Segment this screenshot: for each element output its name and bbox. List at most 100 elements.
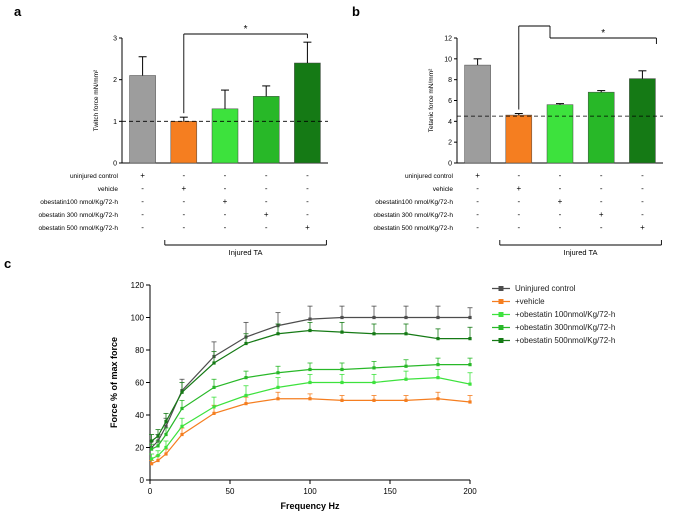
treatment-sign: - bbox=[141, 197, 144, 206]
treatment-sign: - bbox=[641, 171, 644, 180]
series-marker bbox=[404, 315, 408, 320]
force-frequency-line-chart: 0 20 40 60 80 100 120 0 50 100 150 200 Frequency Hz F… bbox=[109, 281, 477, 511]
legend: Uninjured control +vehicle +obestatin 100n… bbox=[492, 284, 615, 345]
treatment-sign: - bbox=[141, 184, 144, 193]
series-marker bbox=[164, 452, 168, 456]
treatment-row-label: obestatin100 nmol/Kg/72-h bbox=[40, 199, 118, 206]
treatment-sign: - bbox=[600, 184, 603, 193]
series-marker bbox=[372, 398, 376, 402]
y-tick-label: 2 bbox=[448, 140, 452, 147]
legend-marker-icon bbox=[492, 299, 510, 304]
series-marker bbox=[308, 380, 312, 385]
legend-item: +obestatin 500nmol/Kg/72-h bbox=[492, 336, 615, 345]
treatment-sign: + bbox=[305, 223, 310, 232]
series-line bbox=[151, 364, 470, 450]
series-marker bbox=[180, 432, 184, 437]
x-tick-label: 150 bbox=[383, 487, 397, 496]
treatment-sign: - bbox=[265, 223, 268, 232]
x-tick-label: 200 bbox=[463, 487, 477, 496]
bar bbox=[587, 91, 615, 164]
treatment-row-label: uninjured control bbox=[70, 173, 119, 180]
y-axis-title: Tetanic force mN/mm² bbox=[428, 68, 435, 132]
treatment-sign: - bbox=[182, 197, 185, 206]
series-marker bbox=[156, 454, 160, 458]
treatment-sign: - bbox=[265, 184, 268, 193]
series-marker bbox=[276, 397, 280, 401]
series-marker bbox=[156, 444, 160, 448]
treatment-sign: - bbox=[600, 197, 603, 206]
series-marker bbox=[468, 382, 472, 386]
series-line bbox=[151, 398, 471, 465]
legend-item: +obestatin 100nmol/Kg/72-h bbox=[492, 310, 615, 319]
series-marker bbox=[276, 371, 280, 375]
series-marker bbox=[150, 439, 154, 443]
bar bbox=[505, 114, 533, 164]
treatment-sign: - bbox=[517, 223, 520, 232]
treatment-sign: + bbox=[223, 197, 228, 206]
series-marker bbox=[308, 367, 312, 372]
treatment-row-label: vehicle bbox=[433, 186, 454, 193]
treatment-row-label: obestatin 300 nmol/Kg/72-h bbox=[39, 212, 119, 219]
legend-label: +obestatin 100nmol/Kg/72-h bbox=[515, 310, 616, 319]
panel-c-label: c bbox=[4, 256, 12, 271]
legend-marker-icon bbox=[492, 325, 510, 330]
treatment-sign: - bbox=[559, 171, 562, 180]
series-marker bbox=[164, 445, 168, 450]
treatment-sign: - bbox=[141, 223, 144, 232]
treatment-row-label: obestatin 500 nmol/Kg/72-h bbox=[39, 225, 119, 232]
group-label: Injured TA bbox=[229, 248, 263, 257]
treatment-sign: - bbox=[141, 210, 144, 219]
series-marker bbox=[436, 363, 440, 367]
series-marker bbox=[212, 411, 216, 415]
treatment-sign: - bbox=[517, 210, 520, 219]
series-marker bbox=[180, 390, 184, 394]
series-marker bbox=[340, 330, 344, 334]
series-marker bbox=[340, 315, 344, 320]
treatment-sign: - bbox=[182, 171, 185, 180]
series-marker bbox=[404, 364, 408, 368]
series-marker bbox=[436, 376, 440, 380]
x-tick-label: 100 bbox=[303, 487, 317, 496]
series-marker bbox=[340, 380, 344, 385]
treatment-sign: - bbox=[476, 197, 479, 206]
y-tick-label: 6 bbox=[448, 98, 452, 105]
y-tick-label: 100 bbox=[131, 314, 145, 323]
series-marker bbox=[468, 400, 472, 404]
series-marker bbox=[308, 317, 312, 321]
treatment-sign: - bbox=[517, 197, 520, 206]
series-marker bbox=[164, 419, 168, 424]
y-tick-label: 60 bbox=[135, 379, 144, 388]
legend-item: Uninjured control bbox=[492, 284, 615, 293]
series-marker bbox=[308, 397, 312, 401]
tetanic-force-bar-chart: 0 2 4 6 8 10 12 Tetanic force mN/mm² * uninjured … bbox=[374, 25, 663, 257]
y-tick-label: 3 bbox=[113, 36, 117, 43]
treatment-sign: - bbox=[306, 171, 309, 180]
treatment-sign: + bbox=[181, 184, 186, 193]
series-marker bbox=[244, 341, 248, 346]
series-marker bbox=[468, 315, 472, 320]
treatment-sign: - bbox=[182, 223, 185, 232]
treatment-sign: - bbox=[306, 184, 309, 193]
bar bbox=[629, 78, 656, 164]
y-tick-label: 80 bbox=[135, 346, 144, 355]
series-marker bbox=[404, 332, 408, 336]
treatment-sign: + bbox=[264, 210, 269, 219]
treatment-sign: - bbox=[224, 184, 227, 193]
series-marker bbox=[156, 434, 160, 438]
treatment-sign: - bbox=[265, 171, 268, 180]
treatment-sign: - bbox=[559, 184, 562, 193]
series-marker bbox=[404, 377, 408, 381]
bar bbox=[252, 96, 280, 164]
series-marker bbox=[244, 376, 248, 380]
panel-a-label: a bbox=[14, 4, 22, 19]
series-marker bbox=[372, 380, 376, 385]
treatment-row-label: obestatin 300 nmol/Kg/72-h bbox=[374, 212, 454, 219]
x-tick-label: 50 bbox=[226, 487, 235, 496]
legend-item: +obestatin 300nmol/Kg/72-h bbox=[492, 323, 615, 332]
treatment-row-label: obestatin100 nmol/Kg/72-h bbox=[375, 199, 453, 206]
series-marker bbox=[150, 457, 154, 461]
y-tick-label: 120 bbox=[131, 281, 145, 290]
twitch-force-bar-chart: 0 1 2 3 Twitch force mN/mm² * uninjured contro… bbox=[39, 24, 328, 257]
y-tick-label: 0 bbox=[113, 161, 117, 168]
